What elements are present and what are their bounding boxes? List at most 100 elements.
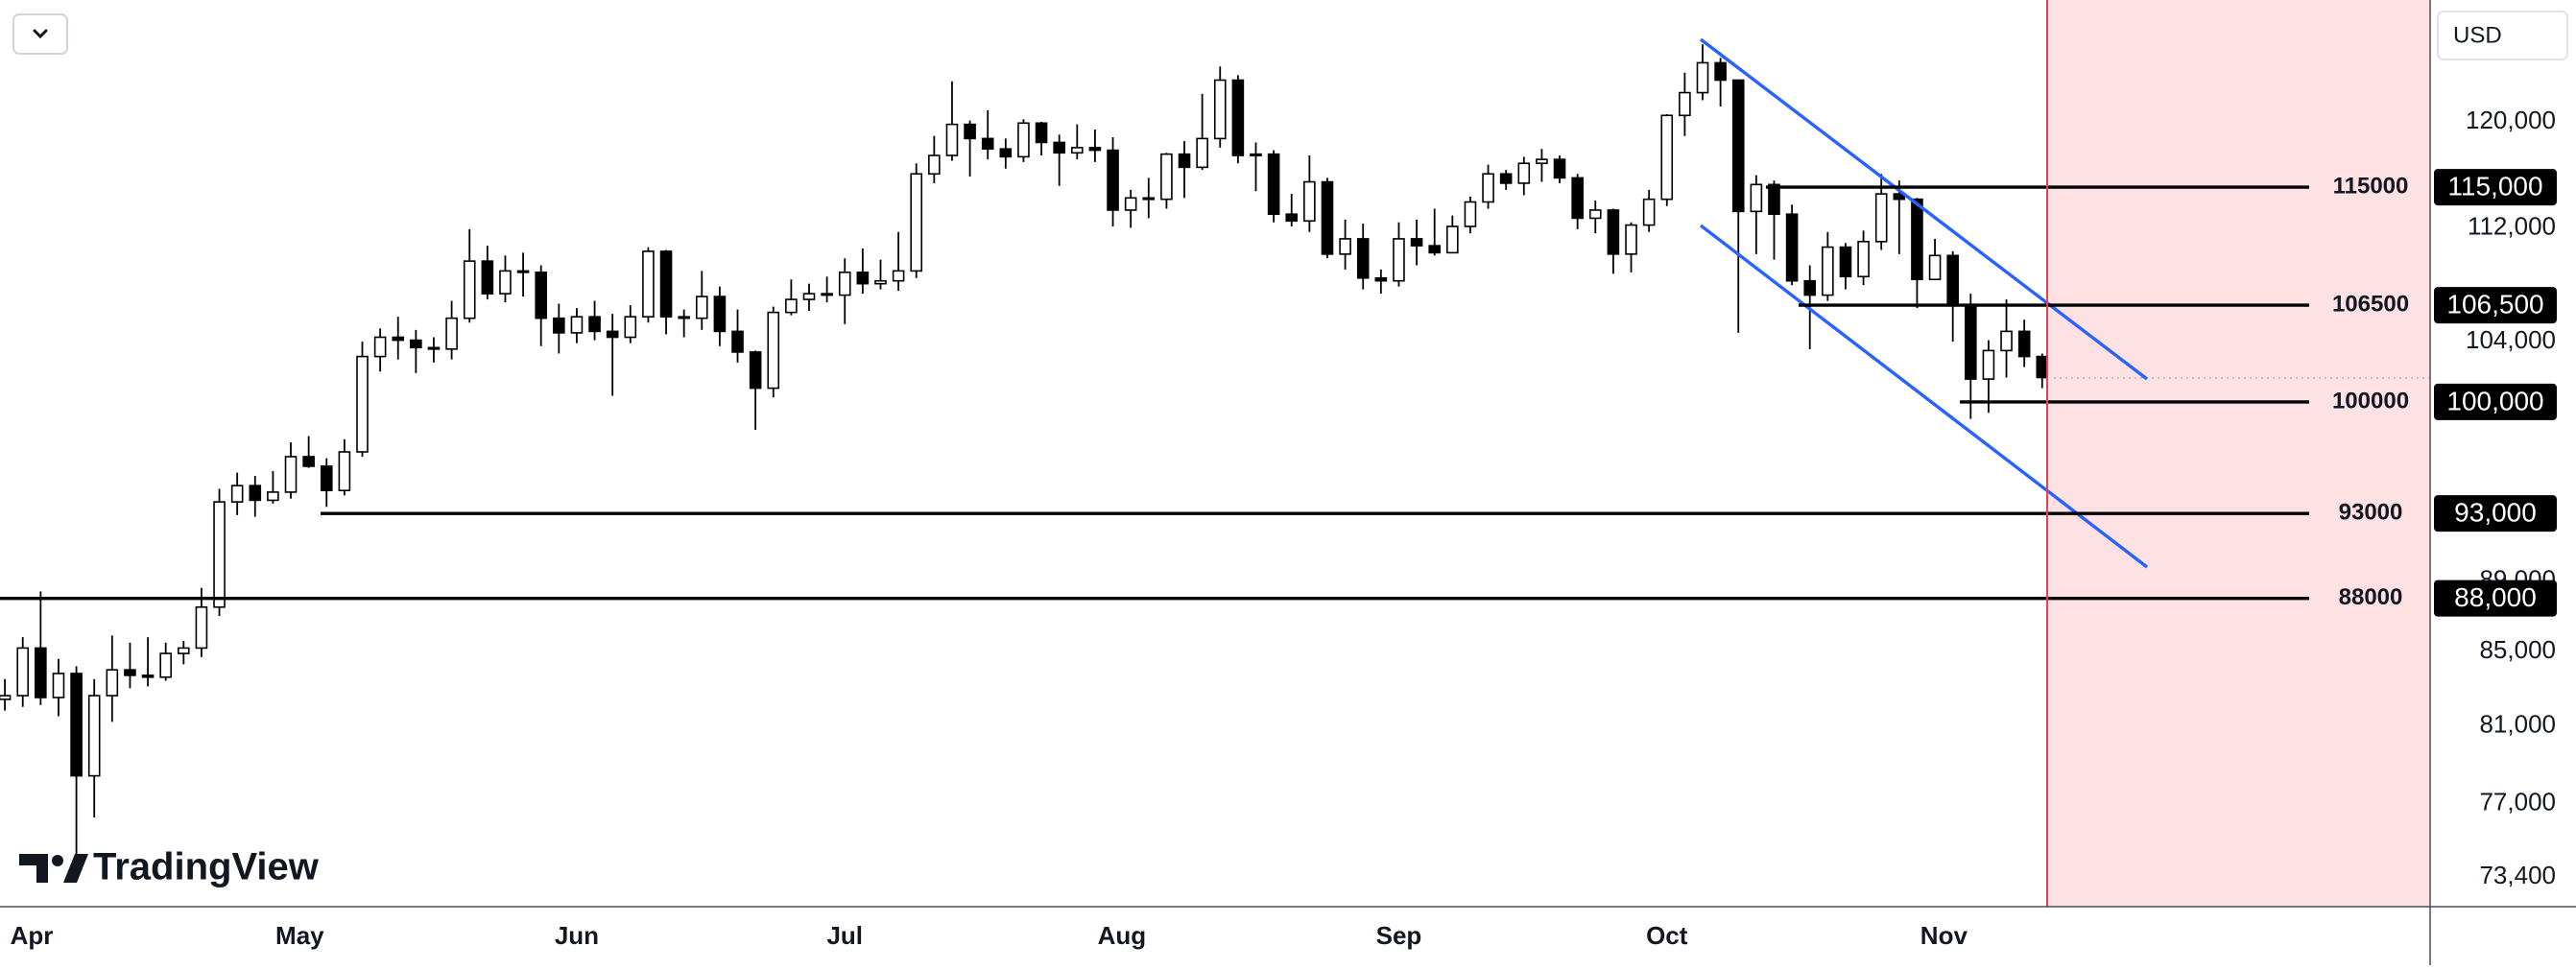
candle-body bbox=[874, 279, 887, 285]
candle-body bbox=[1714, 61, 1727, 82]
x-tick-label: Aug bbox=[1098, 921, 1147, 950]
candle-body bbox=[1679, 91, 1691, 117]
candle-body bbox=[928, 154, 941, 176]
currency-menu[interactable]: USD bbox=[2437, 11, 2568, 60]
candle-body bbox=[373, 336, 387, 358]
candle-body bbox=[1499, 173, 1513, 184]
candle-body bbox=[535, 272, 548, 319]
price-box bbox=[2434, 383, 2557, 420]
level-label: 93000 bbox=[2339, 499, 2403, 525]
plot-area: 115000 106500 100000 93000 88000 bbox=[0, 37, 2430, 855]
candle-body bbox=[178, 647, 190, 654]
x-tick-label: Jul bbox=[826, 921, 863, 950]
channel-upper bbox=[1699, 37, 2149, 381]
candle-body bbox=[1696, 61, 1709, 94]
candle-body bbox=[1731, 79, 1745, 213]
candle-body bbox=[516, 270, 530, 273]
candle-body bbox=[445, 317, 458, 350]
candle-body bbox=[1107, 149, 1119, 211]
candle-body bbox=[1196, 137, 1208, 169]
candle-body bbox=[463, 260, 476, 319]
candle-body bbox=[87, 695, 101, 777]
logo-mark bbox=[19, 854, 48, 883]
y-tick-label: 120,000 bbox=[2466, 106, 2556, 134]
candle-body bbox=[1285, 213, 1299, 223]
candle-body bbox=[2017, 330, 2031, 358]
y-tick-label: 77,000 bbox=[2479, 787, 2556, 816]
candle-body bbox=[159, 652, 172, 678]
candle-body bbox=[821, 293, 833, 296]
candle-body bbox=[1965, 304, 1977, 380]
price-box bbox=[2434, 495, 2557, 532]
candle-body bbox=[856, 272, 870, 285]
candle-body bbox=[302, 456, 315, 467]
candle-body bbox=[1124, 197, 1137, 211]
candle-body bbox=[1088, 147, 1102, 152]
candle-body bbox=[16, 647, 30, 697]
dropdown-button[interactable] bbox=[12, 13, 68, 55]
candle-body bbox=[230, 485, 244, 503]
candle-body bbox=[1768, 183, 1780, 216]
candle-body bbox=[767, 311, 780, 390]
candle-body bbox=[1446, 225, 1459, 254]
candle-body bbox=[1750, 183, 1763, 213]
candle-body bbox=[1785, 213, 1799, 282]
candle-body bbox=[70, 673, 83, 777]
candle-body bbox=[553, 317, 565, 334]
candle-body bbox=[1071, 147, 1084, 154]
candle-body bbox=[1482, 173, 1494, 203]
candle-body bbox=[642, 250, 655, 318]
y-tick-label: 112,000 bbox=[2468, 211, 2556, 240]
candle-body bbox=[1178, 153, 1191, 169]
candle-body bbox=[106, 669, 119, 697]
candle-body bbox=[1393, 238, 1405, 282]
currency-label: USD bbox=[2453, 22, 2502, 48]
candle-body bbox=[624, 316, 637, 339]
candle-body bbox=[1231, 79, 1245, 156]
candle-body bbox=[1536, 158, 1548, 165]
candle-body bbox=[892, 270, 905, 282]
level-label: 106500 bbox=[2332, 291, 2409, 317]
candle-body bbox=[749, 351, 762, 390]
candle-body bbox=[678, 316, 690, 319]
candle-body bbox=[195, 605, 208, 650]
level-label: 88000 bbox=[2339, 584, 2403, 610]
price-box-label: 106,500 bbox=[2446, 289, 2543, 319]
axes: 120,000112,000104,00089,00085,00081,0007… bbox=[11, 106, 2557, 950]
candle-body bbox=[392, 336, 405, 342]
candle-body bbox=[588, 316, 601, 333]
candle-body bbox=[213, 501, 226, 608]
candle-body bbox=[1267, 153, 1280, 216]
candle-body bbox=[1517, 162, 1531, 184]
level-label: 115000 bbox=[2333, 173, 2409, 199]
candle-body bbox=[1017, 122, 1030, 158]
symbol-menu[interactable] bbox=[12, 13, 68, 55]
y-tick-label: 85,000 bbox=[2479, 635, 2556, 664]
candle-body bbox=[1356, 238, 1370, 279]
candle-body bbox=[1857, 240, 1870, 278]
candle-body bbox=[570, 316, 584, 334]
candle-body bbox=[713, 296, 727, 333]
candle-body bbox=[1660, 114, 1674, 201]
candle-body bbox=[481, 260, 494, 295]
price-box-label: 115,000 bbox=[2447, 171, 2542, 201]
candle-body bbox=[338, 451, 351, 492]
candle-body bbox=[1035, 122, 1048, 144]
x-tick-label: Oct bbox=[1646, 921, 1688, 950]
logo-dot bbox=[52, 855, 63, 866]
x-tick-label: Jun bbox=[555, 921, 599, 950]
candle-body bbox=[731, 330, 744, 353]
y-tick-label: 104,000 bbox=[2466, 325, 2556, 354]
x-tick-label: Sep bbox=[1376, 921, 1422, 950]
channel-lower bbox=[1699, 224, 2149, 569]
candle-body bbox=[659, 250, 673, 318]
candle-body bbox=[964, 123, 976, 140]
candle-body bbox=[838, 272, 851, 296]
price-box-label: 93,000 bbox=[2454, 498, 2537, 528]
price-box-label: 88,000 bbox=[2454, 582, 2537, 612]
candle-body bbox=[52, 673, 65, 698]
candle-body bbox=[1053, 141, 1065, 154]
currency-button[interactable] bbox=[2437, 11, 2568, 60]
candle-body bbox=[2000, 330, 2013, 352]
